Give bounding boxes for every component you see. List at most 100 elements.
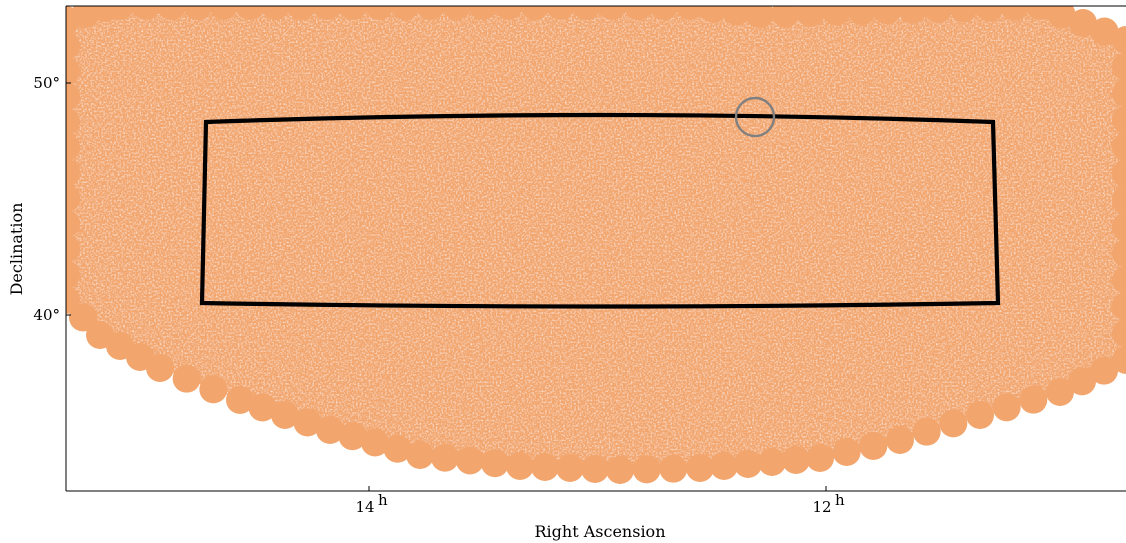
coverage-edge-scallop <box>1112 52 1126 81</box>
coverage-edge-scallop <box>659 454 688 483</box>
coverage-edge-scallop <box>416 6 445 20</box>
coverage-edge-scallop <box>1090 356 1118 385</box>
coverage-edge-scallop <box>912 417 941 446</box>
coverage-edge-scallop <box>873 6 902 25</box>
x-tick-label: 14 <box>355 498 374 516</box>
coverage-edge-scallop <box>1069 9 1097 37</box>
coverage-edge-scallop <box>157 6 186 20</box>
coverage-edge-scallop <box>624 6 653 20</box>
coverage-edge-scallop <box>556 454 584 482</box>
coverage-edge-scallop <box>66 235 80 264</box>
coverage-edge-scallop <box>338 422 367 451</box>
coverage-edge-scallop <box>91 6 119 22</box>
coverage-edge-scallop <box>391 6 419 20</box>
coverage-edge-scallop <box>442 6 471 20</box>
coverage-edge-scallop <box>209 6 238 20</box>
coverage-edge-scallop <box>859 432 888 460</box>
coverage-edge-scallop <box>456 446 484 475</box>
coverage-edge-scallop <box>66 184 80 213</box>
coverage-edge-scallop <box>1000 6 1029 21</box>
coverage-edge-scallop <box>69 303 97 332</box>
coverage-edge-scallop <box>1068 367 1096 396</box>
coverage-edge-scallop <box>316 416 344 444</box>
y-axis-label: Declination <box>7 203 26 296</box>
coverage-edge-scallop <box>686 454 714 482</box>
selected-region-outline <box>199 112 1001 309</box>
coverage-edge-scallop <box>66 82 80 111</box>
coverage-edge-scallop <box>506 452 534 480</box>
coverage-edge-scallop <box>771 6 800 28</box>
coverage-edge-scallop <box>581 455 609 483</box>
coverage-edge-scallop <box>365 6 394 20</box>
coverage-edge-scallop <box>1112 132 1126 161</box>
coverage-edge-scallop <box>481 449 509 478</box>
coverage-edge-scallop <box>1112 239 1126 268</box>
coverage-edge-scallop <box>293 408 322 437</box>
coverage-edge-scallop <box>710 452 738 480</box>
coverage-edge-scallop <box>939 409 968 438</box>
coverage-edge-scallop <box>975 6 1004 22</box>
coverage-edge-scallop <box>226 386 254 414</box>
coverage-edge-scallop <box>572 6 601 20</box>
coverage-edge-scallop <box>271 401 299 429</box>
coverage-edge-scallop <box>632 455 661 484</box>
coverage-edge-scallop <box>431 443 459 472</box>
y-tick-label: 40° <box>33 306 60 324</box>
coverage-edge-scallop <box>992 393 1021 422</box>
coverage-edge-scallop <box>546 6 575 20</box>
coverage-edge-scallop <box>1112 266 1126 294</box>
coverage-edge-scallop <box>66 158 80 187</box>
coverage-edge-scallop <box>66 260 80 289</box>
plot-frame <box>65 5 1126 492</box>
coverage-edge-scallop <box>758 448 786 476</box>
coverage-edge-scallop <box>1112 159 1126 188</box>
y-tick-label: 50° <box>33 74 60 92</box>
coverage-edge-scallop <box>1112 26 1126 54</box>
coverage-area <box>66 6 1126 470</box>
coverage-edge-scallop <box>606 456 634 484</box>
coverage-edge-scallop <box>235 6 264 20</box>
coverage-edge-scallop <box>1047 6 1076 29</box>
coverage-edge-scallop <box>746 6 774 28</box>
marked-circle <box>734 96 776 138</box>
coverage-edge-scallop <box>1046 378 1074 406</box>
coverage-edge-scallop <box>494 6 523 20</box>
coverage-edge-scallop <box>1112 319 1126 348</box>
coverage-edge-scallop <box>822 6 851 26</box>
coverage-edge-scallop <box>782 446 810 474</box>
coverage-edge-scallop <box>806 444 834 472</box>
coverage-edge-scallop <box>131 6 160 20</box>
coverage-edge-scallop <box>847 6 876 26</box>
coverage-edge-scallop <box>966 401 994 429</box>
coverage-edge-scallop <box>287 6 316 20</box>
coverage-edge-scallop <box>66 133 80 162</box>
coverage-edge-scallop <box>1112 106 1126 134</box>
axis-ticks: 14 h 12 h50°40° <box>33 74 845 516</box>
coverage-edge-scallop <box>949 6 978 23</box>
coverage-edge-scallop <box>886 426 914 454</box>
coverage-edge-scallop <box>734 450 762 478</box>
coverage-edge-scallop <box>468 6 497 20</box>
coverage-edge-scallop <box>406 441 434 469</box>
coverage-edge-scallop <box>650 6 679 20</box>
coverage-edge-scallop <box>361 428 389 457</box>
coverage-edge-scallop <box>722 6 751 26</box>
coverage-edge-scallop <box>1112 186 1126 214</box>
coverage-edge-scallop <box>183 6 212 20</box>
coverage-edge-scallop <box>676 6 704 20</box>
coverage-edge-scallop <box>66 286 80 314</box>
coverage-edge-scallop <box>598 6 627 20</box>
coverage-edge-scallop <box>832 438 861 466</box>
coverage-edge-scallop <box>313 6 342 20</box>
coverage-edge-scallop <box>172 364 201 393</box>
x-tick-label-unit: h <box>835 491 845 509</box>
survey-coverage-footprint <box>66 6 1126 484</box>
coverage-edge-scallop <box>261 6 290 20</box>
coverage-edge-scallop <box>66 107 80 136</box>
coverage-edge-scallop <box>86 321 114 349</box>
coverage-edge-scallop <box>1026 6 1054 20</box>
coverage-edge-scallop <box>520 6 549 20</box>
coverage-edge-scallop <box>199 375 228 404</box>
coverage-edge-scallop <box>699 6 728 23</box>
coverage-edge-scallop <box>531 453 559 481</box>
